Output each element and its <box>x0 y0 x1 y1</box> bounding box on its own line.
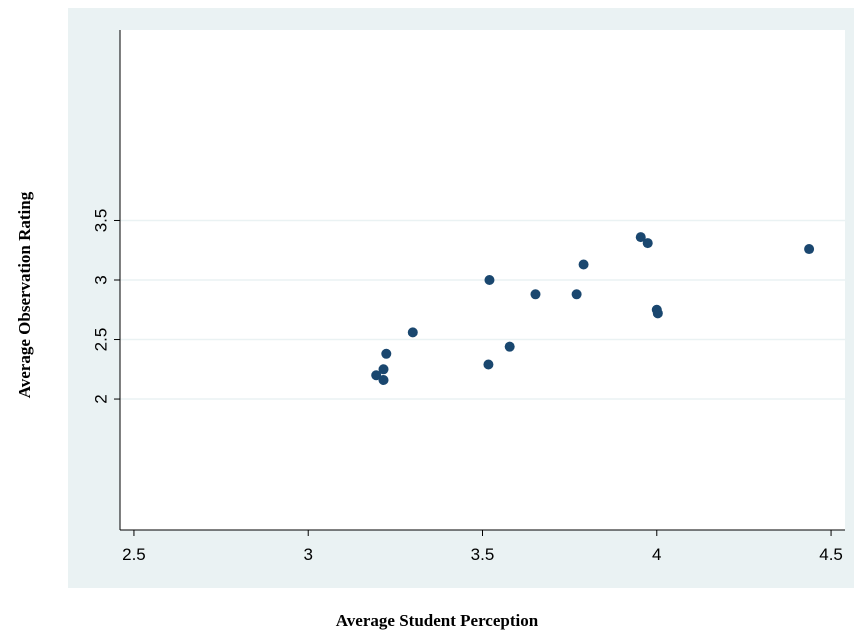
y-tick-label: 2 <box>91 394 110 403</box>
point <box>578 259 589 270</box>
x-tick-label: 2.5 <box>122 545 146 564</box>
point <box>642 238 653 249</box>
point <box>530 289 541 300</box>
x-axis-label: Average Student Perception <box>336 611 539 630</box>
point <box>378 364 389 375</box>
point <box>371 370 382 381</box>
point <box>378 375 389 385</box>
point <box>504 341 515 352</box>
point <box>635 232 646 243</box>
x-tick-label: 4.5 <box>819 545 843 564</box>
y-tick-label: 3 <box>91 275 110 284</box>
y-tick-label: 2.5 <box>91 328 110 352</box>
x-tick-label: 3 <box>303 545 312 564</box>
x-tick-label: 3.5 <box>471 545 495 564</box>
point <box>571 289 582 300</box>
point <box>483 359 494 370</box>
point <box>407 327 418 338</box>
y-tick-label: 3.5 <box>91 209 110 233</box>
point <box>804 244 815 255</box>
x-tick-label: 4 <box>652 545 661 564</box>
point <box>652 308 663 319</box>
point <box>381 348 392 359</box>
y-axis-label: Average Observation Rating <box>15 191 34 398</box>
point <box>484 275 495 285</box>
